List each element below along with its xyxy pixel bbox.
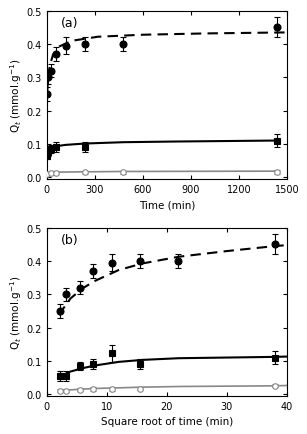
X-axis label: Square root of time (min): Square root of time (min) [101, 416, 233, 426]
Y-axis label: Q$_{t}$ (mmol.g$^{-1}$): Q$_{t}$ (mmol.g$^{-1}$) [8, 59, 24, 133]
Y-axis label: Q$_{t}$ (mmol.g$^{-1}$): Q$_{t}$ (mmol.g$^{-1}$) [8, 275, 24, 349]
X-axis label: Time (min): Time (min) [138, 200, 195, 210]
Text: (b): (b) [61, 233, 79, 246]
Text: (a): (a) [61, 17, 79, 30]
